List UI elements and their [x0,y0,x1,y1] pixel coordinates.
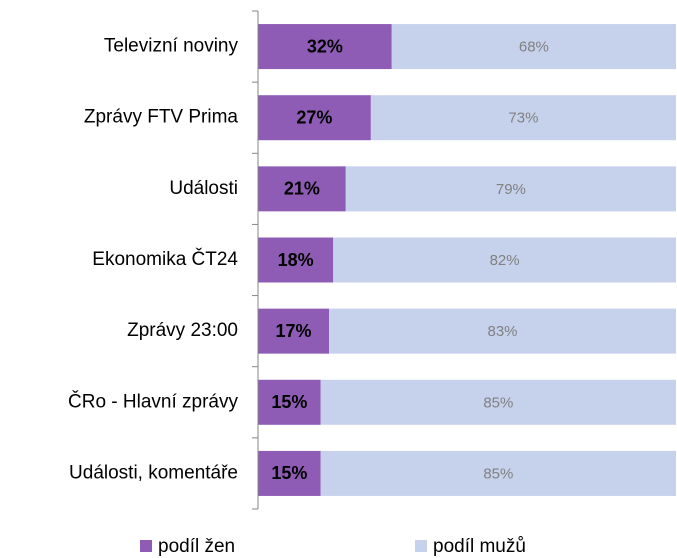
bar-segment [370,95,676,141]
legend-label: podíl mužů [433,536,526,557]
data-label: 85% [483,394,513,411]
bar-segment [258,237,334,283]
data-label: 68% [519,39,549,56]
bar-segment [258,308,330,354]
bar-segment [258,95,371,141]
bar-segment [258,24,392,70]
bar-segment [320,379,676,425]
bar-segment [329,308,676,354]
data-label: 17% [276,321,312,341]
data-label: 15% [271,392,307,412]
category-label: Zprávy FTV Prima [84,107,239,128]
bar-segment [333,237,676,283]
data-label: 82% [490,252,520,269]
legend-swatch [415,540,427,552]
data-label: 83% [488,323,518,340]
data-label: 18% [278,250,314,270]
bar-segment [391,24,676,70]
legend-swatch [140,540,152,552]
category-label: ČRo - Hlavní zprávy [68,390,238,412]
bar-segment [345,166,676,212]
data-label: 32% [307,36,343,56]
legend-label: podíl žen [158,536,235,557]
data-label: 21% [284,179,320,199]
bar-segment [320,450,676,496]
bar-segment [258,379,321,425]
data-label: 73% [508,110,538,127]
bar-segment [258,166,346,212]
category-label: Události [169,178,238,199]
category-label: Události, komentáře [69,462,238,483]
bar-segment [258,450,321,496]
category-label: Televizní noviny [104,36,239,57]
category-label: Ekonomika ČT24 [92,248,238,270]
data-label: 85% [483,465,513,482]
data-label: 27% [296,107,332,127]
data-label: 79% [496,181,526,198]
data-label: 15% [271,463,307,483]
category-label: Zprávy 23:00 [127,320,238,341]
